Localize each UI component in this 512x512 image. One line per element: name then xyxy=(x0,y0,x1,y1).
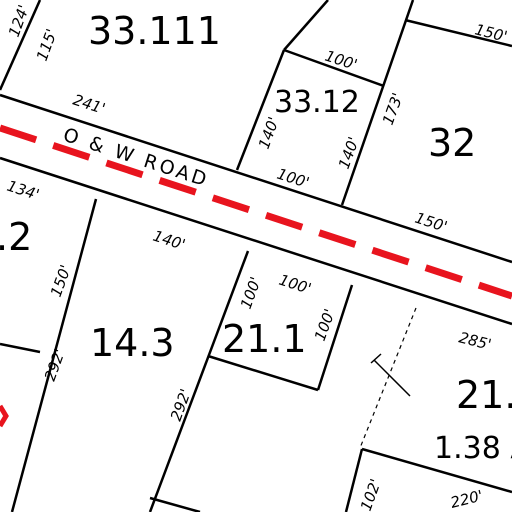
boundary xyxy=(344,448,364,512)
parcel-33-12: 33.12 xyxy=(274,85,360,120)
road-edges xyxy=(0,93,512,326)
parcel-14-3: 14.3 xyxy=(90,321,175,365)
tie-mark xyxy=(370,353,382,364)
parcel-2: .2 xyxy=(0,215,32,259)
road-centerline-fragment xyxy=(0,404,9,428)
dimension-label: 173' xyxy=(379,90,407,127)
boundary xyxy=(10,198,98,512)
dimension-label: 150' xyxy=(473,20,509,45)
dimension-label: 241' xyxy=(71,91,108,118)
boundary xyxy=(148,250,250,512)
boundary xyxy=(0,0,42,91)
dimension-label: 115' xyxy=(33,26,61,63)
parcel-acreage: 1.38 A xyxy=(434,431,512,466)
road-south-edge xyxy=(0,156,512,326)
dimension-label: 285' xyxy=(457,328,493,353)
boundary xyxy=(283,0,329,51)
dimension-label: 134' xyxy=(5,177,42,204)
road-north-edge xyxy=(0,93,512,264)
boundary xyxy=(340,0,415,206)
easement-line xyxy=(359,307,417,449)
boundary xyxy=(283,48,385,88)
boundary xyxy=(404,18,512,48)
dimension-label: 140' xyxy=(151,227,188,254)
road-centerline xyxy=(0,124,512,300)
dimension-label: 102' xyxy=(357,476,385,512)
dimension-label: 292' xyxy=(41,346,69,383)
parcel-labels: 33.111 33.12 32 .2 14.3 21.1 21. 1.38 A xyxy=(0,9,512,466)
dimension-label: 220' xyxy=(449,486,485,511)
boundary xyxy=(0,342,41,354)
dimension-label: 124' xyxy=(5,2,33,39)
parcel-32: 32 xyxy=(428,121,476,165)
boundary xyxy=(361,447,512,494)
boundary xyxy=(149,496,201,512)
parcel-21-1: 21.1 xyxy=(222,317,307,361)
parcel-33-111: 33.111 xyxy=(88,9,221,53)
boundary xyxy=(316,284,354,391)
boundary xyxy=(235,49,286,171)
dimension-label: 100' xyxy=(275,165,312,192)
parcel-21: 21. xyxy=(456,373,512,417)
dimension-label: 100' xyxy=(237,274,265,311)
tie-mark xyxy=(373,359,411,397)
boundary xyxy=(207,354,319,392)
dimension-label: 100' xyxy=(277,271,314,298)
dimension-label: 140' xyxy=(255,114,283,151)
